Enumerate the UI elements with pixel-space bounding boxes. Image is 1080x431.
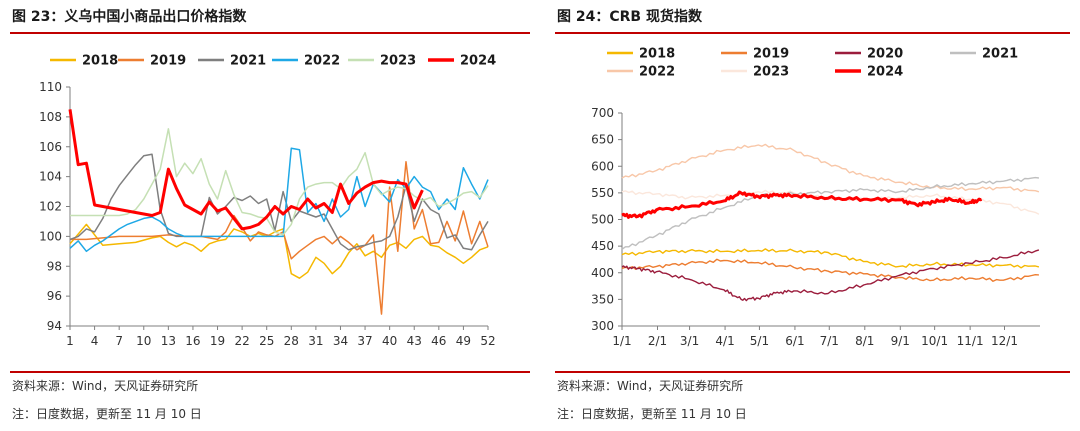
x-tick-label: 19 [210,334,225,348]
x-tick-label: 3/1 [680,334,699,348]
y-tick-label: 600 [591,159,614,173]
legend-label: 2023 [380,54,416,69]
x-tick-label: 4/1 [715,334,734,348]
series-line-2022 [69,147,489,253]
x-tick-label: 31 [308,334,323,348]
x-tick-label: 37 [357,334,372,348]
y-tick-label: 110 [39,80,62,94]
legend-label: 2022 [639,65,675,80]
y-tick-label: 98 [47,259,62,273]
x-tick-label: 6/1 [785,334,804,348]
chart-panel-right: 图 24：CRB 现货指数 300 350 400 450 500 550 600 650 70… [545,0,1080,431]
legend-label: 2021 [982,47,1018,62]
y-tick-label: 106 [39,140,62,154]
footer-rule [555,371,1070,373]
chart-panel-left: 图 23：义乌中国小商品出口价格指数 94 96 98 100 102 104 106 108… [10,9,530,421]
series-line-2021 [621,176,1039,250]
legend-label: 2019 [753,47,789,62]
title-rule [10,32,530,34]
legend-label: 2018 [639,47,675,62]
x-tick-label: 12/1 [991,334,1018,348]
x-tick-label: 40 [382,334,397,348]
y-tick-label: 300 [591,319,614,333]
y-tick-label: 104 [39,170,62,184]
series-line-2019 [70,160,489,315]
x-tick-label: 46 [431,334,446,348]
legend-label: 2020 [867,47,903,62]
y-tick-label: 102 [39,200,62,214]
legend-label: 2024 [867,65,903,80]
y-tick-label: 350 [591,292,614,306]
y-tick-label: 650 [591,133,614,147]
y-tick-label: 100 [39,229,62,243]
line-chart-crb: 300 350 400 450 500 550 600 650 700 1/1 2/1 3/1 4/1 5… [591,47,1040,348]
x-tick-label: 9/1 [891,334,910,348]
legend-label: 2024 [460,54,496,69]
series-line-2021 [69,153,489,251]
x-tick-label: 5/1 [750,334,769,348]
title-rule [555,32,1070,34]
y-tick-label: 550 [591,186,614,200]
x-tick-label: 2/1 [648,334,667,348]
series-line-2024 [621,190,983,219]
x-tick-label: 10/1 [921,334,948,348]
legend-label: 2021 [230,54,266,69]
series-line-2019 [621,258,1039,282]
x-tick-label: 43 [407,334,422,348]
x-tick-label: 10 [136,334,151,348]
series-line-2018 [621,248,1040,269]
y-tick-label: 700 [591,106,614,120]
source-note: 资料来源：Wind，天风证券研究所 [12,379,199,393]
series-line-2022 [621,143,1040,193]
x-tick-label: 4 [91,334,99,348]
y-tick-label: 108 [39,110,62,124]
series-line-2020 [621,249,1040,302]
legend-label: 2023 [753,65,789,80]
series-line-2018 [69,223,489,279]
update-note: 注：日度数据，更新至 11 月 10 日 [557,407,747,421]
x-tick-label: 25 [259,334,274,348]
x-tick-label: 16 [185,334,200,348]
legend-label: 2022 [304,54,340,69]
x-tick-label: 7 [115,334,123,348]
legend-label: 2018 [82,54,118,69]
y-tick-label: 450 [591,239,614,253]
update-note: 注：日度数据，更新至 11 月 10 日 [12,407,202,421]
legend-label: 2019 [150,54,186,69]
x-tick-label: 34 [333,334,348,348]
x-tick-label: 49 [456,334,471,348]
y-tick-label: 94 [47,319,62,333]
x-tick-label: 8/1 [855,334,874,348]
source-note: 资料来源：Wind，天风证券研究所 [557,379,744,393]
x-tick-label: 1 [66,334,74,348]
y-tick-label: 400 [591,266,614,280]
y-tick-label: 500 [591,213,614,227]
chart-title: 图 23：义乌中国小商品出口价格指数 [12,9,247,25]
x-tick-label: 22 [234,334,249,348]
x-tick-label: 1/1 [612,334,631,348]
x-tick-label: 7/1 [820,334,839,348]
series-line-2024 [68,109,424,231]
line-chart-yiwu: 94 96 98 100 102 104 106 108 110 1 4 7 10 13 16 19 22 25 2… [39,54,496,349]
x-tick-label: 13 [161,334,176,348]
chart-title: 图 24：CRB 现货指数 [557,9,702,25]
footer-rule [10,371,530,373]
x-tick-label: 28 [284,334,299,348]
x-tick-label: 11/1 [957,334,984,348]
x-tick-label: 52 [480,334,495,348]
y-tick-label: 96 [47,289,62,303]
